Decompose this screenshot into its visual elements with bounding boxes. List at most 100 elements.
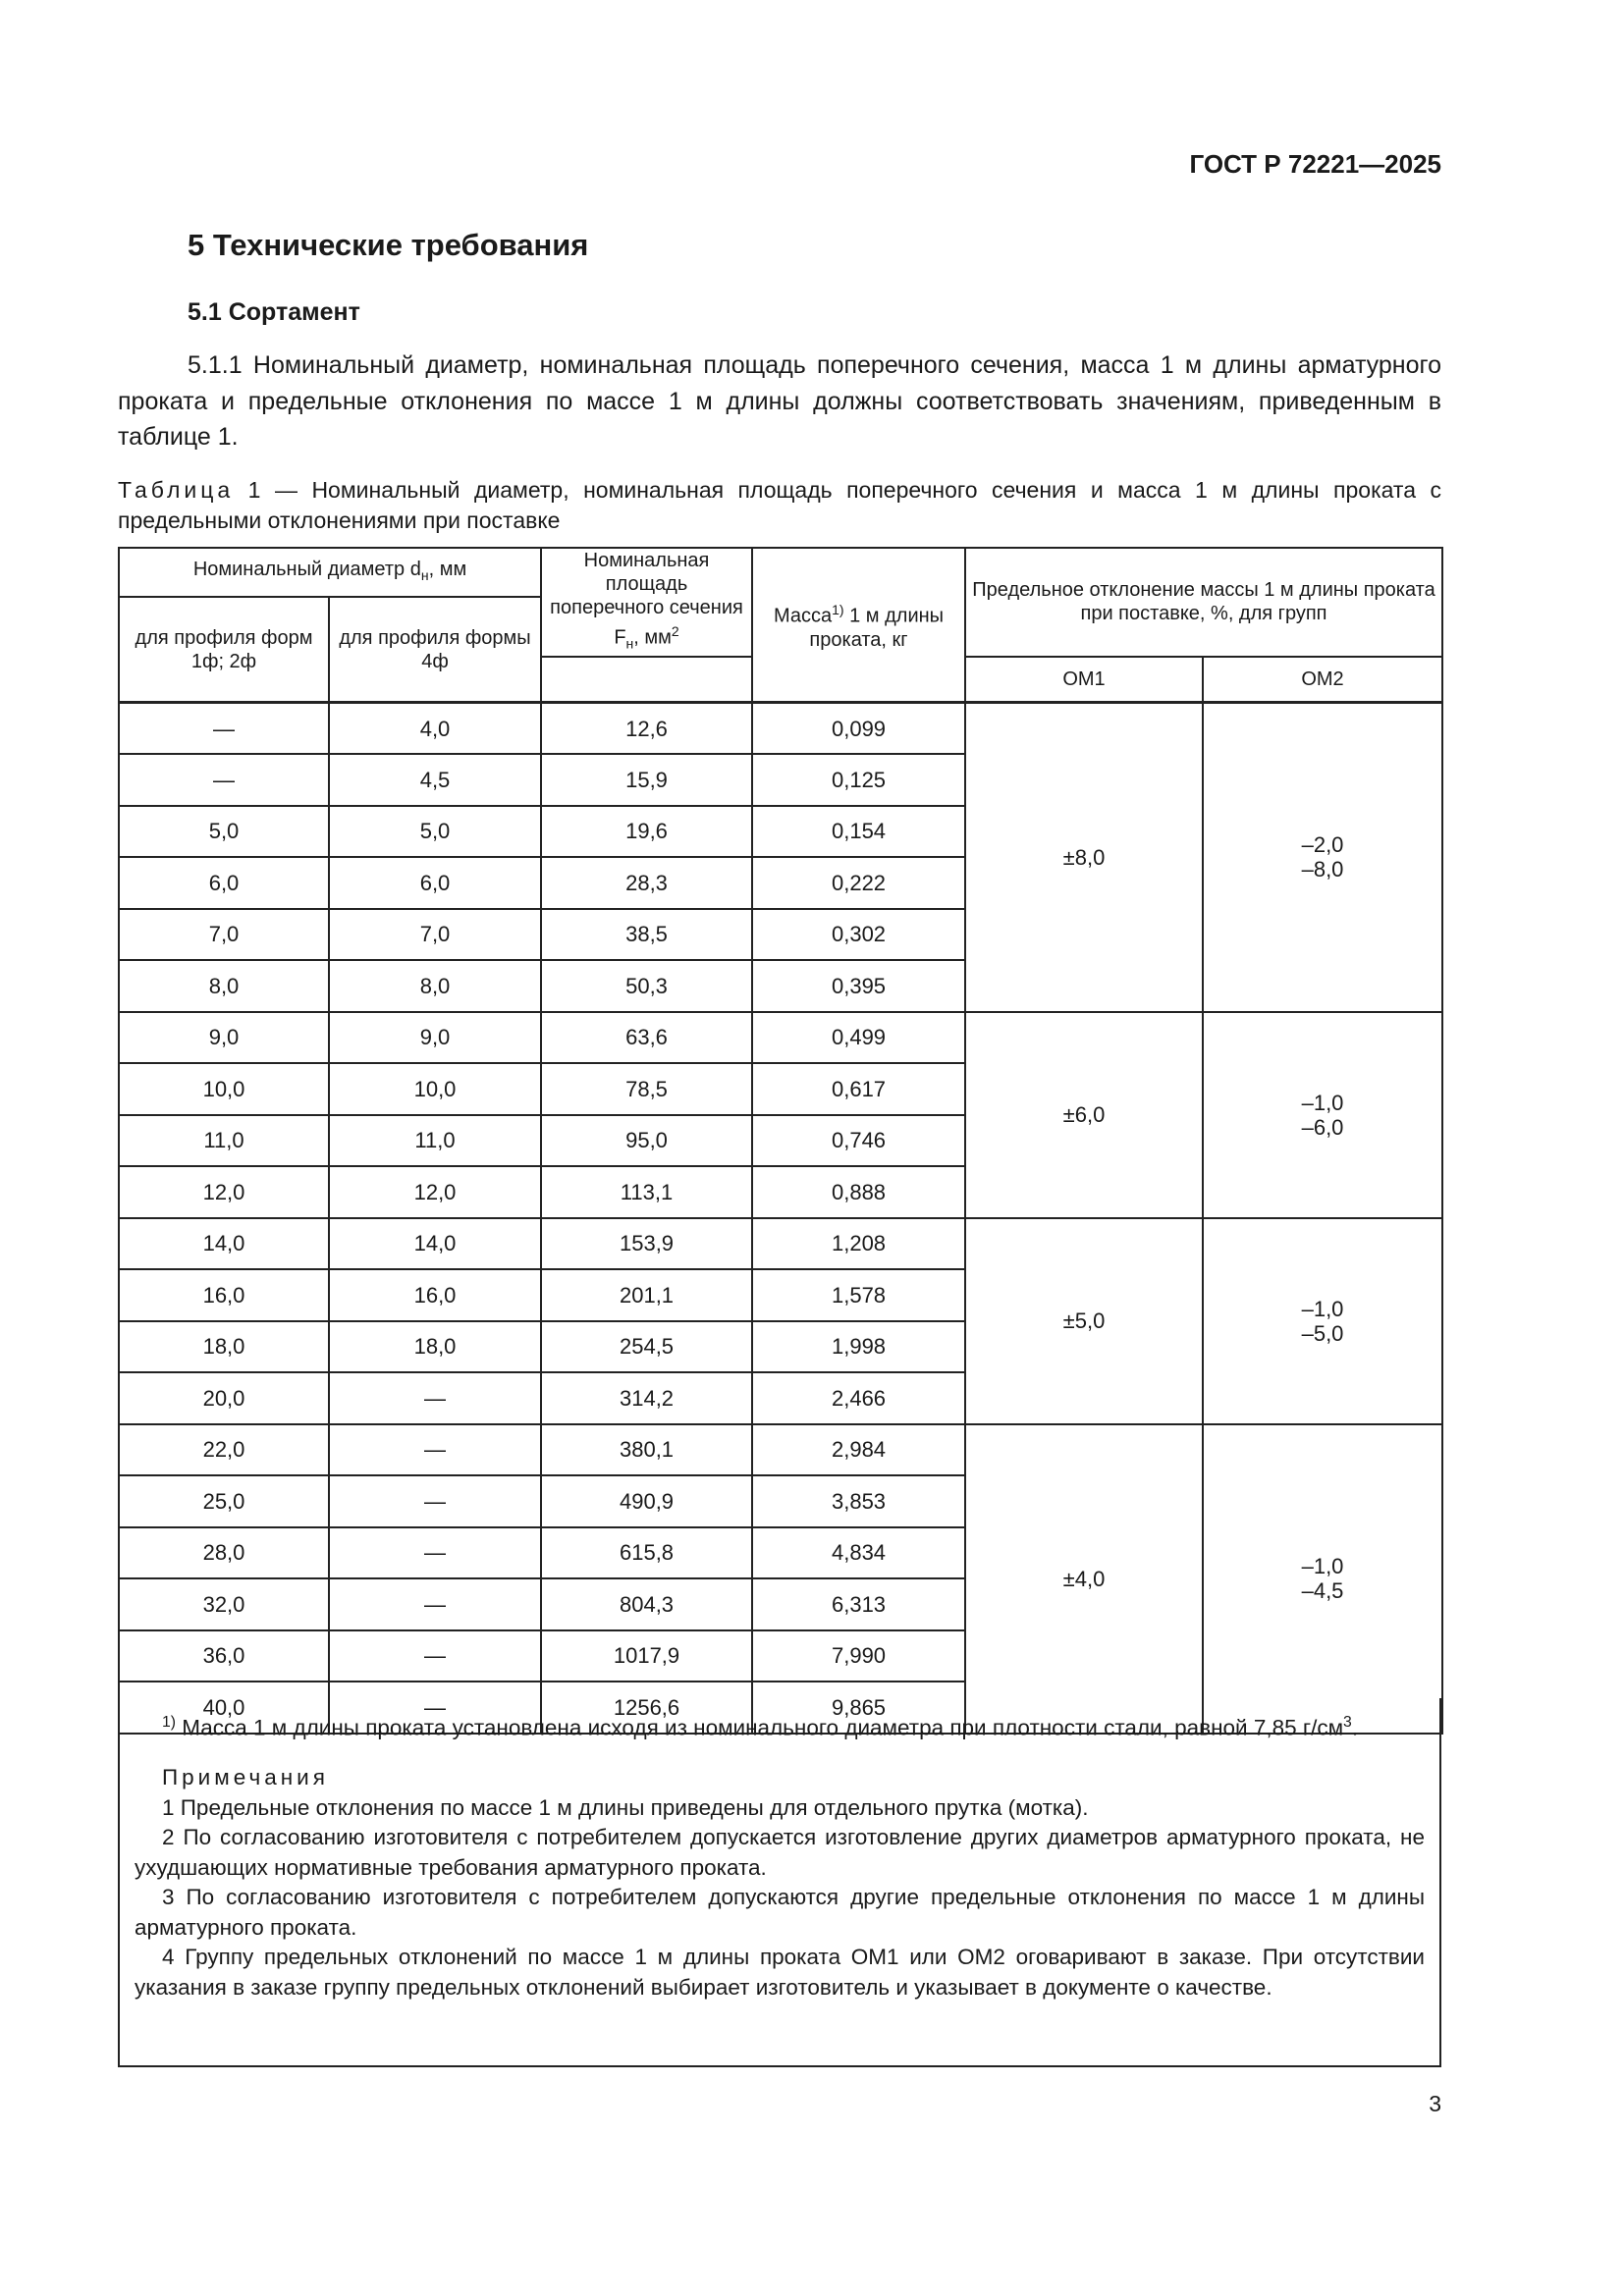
cell-mass: 6,313	[751, 1577, 967, 1631]
cell-diameter-1-2: 12,0	[118, 1165, 330, 1219]
page-number: 3	[1429, 2091, 1441, 2116]
table-row: —4,0 12,6 0,099 ±8,0 –2,0 –8,0	[118, 701, 1444, 1013]
cell-mass: 0,302	[751, 907, 967, 962]
cell-mass: 0,888	[751, 1165, 967, 1219]
header-deviation: Предельное отклонение массы 1 м длины пр…	[964, 547, 1444, 658]
cell-diameter-4: —	[327, 1422, 543, 1477]
om2-value: –1,0	[1301, 1090, 1344, 1115]
cell-diameter-1-2: 18,0	[118, 1319, 330, 1374]
om2-value: –2,0	[1301, 832, 1344, 858]
cell-area: 12,6	[540, 701, 754, 756]
cell-om1: ±8,0	[964, 701, 1205, 1013]
cell-om1: ±4,0	[964, 1422, 1205, 1735]
cell-diameter-1-2: 20,0	[118, 1371, 330, 1425]
table-row: 6,0 6,0 28,3 0,222	[118, 856, 1442, 910]
document-code: ГОСТ Р 72221—2025	[1189, 149, 1441, 179]
table-row: 36,0—1017,9 7,990	[118, 1629, 1442, 1683]
table-row: 25,0—490,9 3,853	[118, 1474, 1442, 1528]
cell-diameter-4: 16,0	[327, 1268, 543, 1322]
cell-diameter-1-2: 10,0	[118, 1062, 330, 1116]
cell-diameter-4: 18,0	[327, 1319, 543, 1374]
cell-diameter-4: —	[327, 1629, 543, 1683]
cell-diameter-1-2: 16,0	[118, 1268, 330, 1322]
cell-area: 201,1	[540, 1268, 754, 1322]
cell-mass: 1,208	[751, 1216, 967, 1271]
cell-diameter-1-2: 7,0	[118, 907, 330, 962]
cell-diameter-4: —	[327, 1681, 543, 1735]
cell-area: 38,5	[540, 907, 754, 962]
header-area-spacer	[540, 656, 754, 704]
note-item: 1 Предельные отклонения по массе 1 м дли…	[162, 1794, 1089, 1820]
table-row: 14,0 14,0 153,9 1,208 ±5,0 –1,0 –5,0	[118, 1216, 1444, 1425]
table-row: 8,0 8,0 50,3 0,395	[118, 959, 1442, 1013]
cell-diameter-1-2: —	[118, 701, 330, 756]
header-diameter: Номинальный диаметр dн, мм	[117, 547, 543, 598]
cell-diameter-4: —	[327, 1474, 543, 1528]
cell-area: 804,3	[540, 1577, 754, 1631]
header-mass: Масса1) 1 м длины проката, кг	[751, 547, 967, 704]
om2-value: –1,0	[1301, 1296, 1344, 1321]
cell-area: 15,9	[540, 753, 754, 807]
table-row: —4,5 15,9 0,125	[118, 753, 1442, 807]
cell-mass: 4,834	[751, 1525, 967, 1580]
cell-area: 95,0	[540, 1113, 754, 1168]
cell-area: 254,5	[540, 1319, 754, 1374]
cell-mass: 2,984	[751, 1422, 967, 1477]
cell-diameter-4: 11,0	[327, 1113, 543, 1168]
table-row: 11,0 11,0 95,0 0,746	[118, 1113, 1442, 1168]
footnote: 1) Масса 1 м длины проката установлена и…	[162, 1714, 1359, 1740]
cell-diameter-4: 7,0	[327, 907, 543, 962]
cell-diameter-1-2: —	[118, 753, 330, 807]
table-row: 40,0—1256,6 9,865	[118, 1681, 1442, 1735]
table-row: 9,0 9,0 63,6 0,499 ±6,0 –1,0 –6,0	[118, 1010, 1444, 1219]
note-item: 2 По согласованию изготовителя с потреби…	[135, 1825, 1425, 1880]
cell-diameter-4: 12,0	[327, 1165, 543, 1219]
paragraph: 5.1.1 Номинальный диаметр, номинальная п…	[118, 351, 1441, 451]
cell-area: 314,2	[540, 1371, 754, 1425]
cell-diameter-4: —	[327, 1577, 543, 1631]
cell-area: 490,9	[540, 1474, 754, 1528]
table-caption: Таблица 1 — Номинальный диаметр, номинал…	[118, 475, 1441, 536]
table-row: 18,0 18,0 254,5 1,998	[118, 1319, 1442, 1374]
header-om2: ОМ2	[1202, 655, 1444, 704]
cell-mass: 0,222	[751, 856, 967, 910]
cell-diameter-1-2: 40,0	[118, 1681, 330, 1735]
cell-diameter-4: 4,0	[327, 701, 543, 756]
table-caption-label: Таблица	[118, 477, 235, 503]
cell-diameter-4: 5,0	[327, 804, 543, 859]
om2-value: –6,0	[1301, 1114, 1344, 1140]
table-row: 20,0—314,2 2,466	[118, 1371, 1442, 1425]
cell-area: 113,1	[540, 1165, 754, 1219]
om2-value: –1,0	[1301, 1554, 1344, 1579]
table-row: 5,0 5,0 19,6 0,154	[118, 804, 1442, 859]
cell-area: 19,6	[540, 804, 754, 859]
om2-value: –4,5	[1301, 1578, 1344, 1604]
cell-diameter-1-2: 22,0	[118, 1422, 330, 1477]
cell-om2: –1,0 –6,0	[1202, 1010, 1444, 1219]
cell-diameter-4: 10,0	[327, 1062, 543, 1116]
cell-area: 50,3	[540, 959, 754, 1013]
table-header: Номинальный диаметр dн, мм Номинальная п…	[117, 547, 1444, 704]
cell-mass: 0,395	[751, 959, 967, 1013]
cell-area: 1017,9	[540, 1629, 754, 1683]
cell-diameter-1-2: 11,0	[118, 1113, 330, 1168]
om2-value: –5,0	[1301, 1320, 1344, 1346]
cell-mass: 2,466	[751, 1371, 967, 1425]
cell-diameter-1-2: 8,0	[118, 959, 330, 1013]
cell-mass: 1,578	[751, 1268, 967, 1322]
cell-area: 380,1	[540, 1422, 754, 1477]
cell-diameter-1-2: 9,0	[118, 1010, 330, 1065]
cell-mass: 0,746	[751, 1113, 967, 1168]
table-notes: 1) Масса 1 м длины проката установлена и…	[118, 1698, 1441, 2067]
table-row: 12,0 12,0 113,1 0,888	[118, 1165, 1442, 1219]
cell-diameter-1-2: 5,0	[118, 804, 330, 859]
cell-mass: 0,617	[751, 1062, 967, 1116]
cell-area: 78,5	[540, 1062, 754, 1116]
cell-om2: –2,0 –8,0	[1202, 701, 1444, 1013]
table-body: —4,0 12,6 0,099 ±8,0 –2,0 –8,0—4,5 15,9 0,125 5,…	[118, 701, 1444, 1735]
cell-diameter-4: 9,0	[327, 1010, 543, 1065]
sortament-table: Номинальный диаметр dн, мм Номинальная п…	[117, 547, 1444, 1735]
cell-mass: 0,099	[751, 701, 967, 756]
cell-diameter-4: 6,0	[327, 856, 543, 910]
cell-diameter-1-2: 14,0	[118, 1216, 330, 1271]
